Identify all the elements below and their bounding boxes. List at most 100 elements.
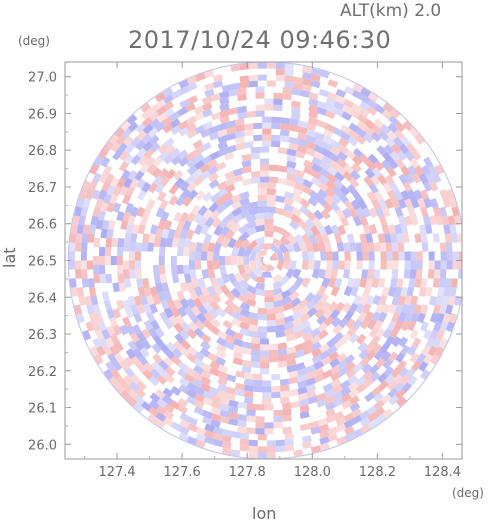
- field-cell: [277, 360, 288, 368]
- field-cell: [177, 149, 189, 160]
- field-cell: [221, 447, 232, 456]
- field-cell: [114, 127, 125, 138]
- field-cell: [316, 314, 327, 326]
- field-cell: [355, 134, 367, 145]
- field-cell: [192, 371, 204, 382]
- field-cell: [333, 107, 344, 117]
- field-cell: [404, 295, 413, 306]
- field-cell: [157, 367, 168, 378]
- field-cell: [284, 438, 294, 446]
- field-cell: [308, 91, 319, 101]
- field-cell: [91, 189, 101, 200]
- field-cell: [275, 62, 285, 70]
- field-cell: [411, 172, 422, 184]
- field-cell: [275, 439, 285, 447]
- field-cell: [344, 354, 356, 365]
- field-cell: [221, 84, 232, 93]
- field-cell: [221, 435, 232, 443]
- field-cell: [335, 88, 347, 98]
- field-cell: [319, 161, 331, 171]
- field-cell: [382, 328, 393, 340]
- field-cell: [272, 280, 284, 290]
- field-cell: [149, 303, 159, 314]
- field-cell: [193, 327, 205, 339]
- field-cell: [215, 343, 227, 354]
- field-cell: [224, 328, 236, 338]
- field-cell: [310, 341, 322, 352]
- field-cell: [202, 191, 213, 202]
- field-cell: [398, 173, 409, 185]
- field-cell: [340, 393, 352, 403]
- field-cell: [169, 399, 181, 410]
- field-cell: [277, 177, 288, 185]
- field-cell: [101, 291, 110, 302]
- field-cell: [210, 419, 221, 428]
- field-cell: [182, 220, 192, 231]
- field-cell: [268, 164, 279, 172]
- field-cell: [257, 188, 267, 196]
- field-cell: [225, 219, 236, 230]
- field-cell: [177, 120, 189, 130]
- field-cell: [280, 228, 292, 239]
- field-cell: [163, 356, 174, 368]
- field-cell: [106, 308, 115, 319]
- field-cell: [271, 134, 281, 142]
- field-cell: [217, 141, 228, 151]
- field-cell: [297, 138, 308, 147]
- field-cell: [301, 277, 311, 288]
- field-cell: [210, 406, 222, 416]
- field-cell: [183, 273, 192, 284]
- field-cell: [303, 166, 314, 176]
- field-cell: [363, 377, 374, 388]
- field-cell: [219, 397, 230, 406]
- field-cell: [224, 334, 236, 344]
- field-cell: [285, 333, 297, 342]
- field-cell: [285, 242, 296, 253]
- field-cell: [359, 94, 371, 104]
- field-cell: [164, 373, 175, 384]
- field-cell: [120, 169, 131, 181]
- field-cell: [320, 251, 327, 261]
- field-cell: [226, 144, 237, 154]
- field-cell: [222, 319, 234, 330]
- field-cell: [163, 219, 173, 231]
- y-tick-label: 26.4: [28, 291, 57, 306]
- field-cell: [231, 280, 242, 291]
- field-cell: [136, 178, 147, 190]
- field-cell: [105, 237, 113, 248]
- field-cell: [253, 373, 263, 381]
- field-cell: [432, 233, 440, 243]
- field-cell: [130, 304, 139, 315]
- field-cell: [225, 120, 236, 129]
- field-cell: [217, 383, 228, 393]
- field-cell: [395, 352, 406, 363]
- field-cell: [189, 241, 197, 252]
- field-cell: [239, 203, 251, 213]
- field-cell: [177, 237, 186, 248]
- field-cell: [284, 327, 295, 337]
- field-cell: [72, 215, 80, 226]
- field-cell: [252, 243, 263, 254]
- field-cell: [128, 260, 135, 270]
- field-cell: [135, 269, 142, 279]
- field-cell: [365, 295, 375, 306]
- field-cell: [86, 304, 95, 315]
- field-cell: [152, 156, 163, 168]
- field-cell: [134, 339, 145, 351]
- field-cell: [136, 206, 146, 218]
- field-cell: [243, 255, 250, 266]
- field-cell: [364, 311, 375, 322]
- field-cell: [148, 111, 160, 122]
- field-cell: [258, 264, 267, 273]
- field-cell: [335, 95, 346, 105]
- field-cell: [303, 159, 314, 169]
- field-cell: [322, 128, 334, 139]
- field-cell: [447, 295, 456, 306]
- field-cell: [169, 118, 181, 129]
- field-cell: [255, 428, 265, 435]
- field-cell: [243, 390, 254, 398]
- field-cell: [80, 206, 89, 217]
- field-cell: [264, 218, 274, 225]
- field-cell: [246, 427, 256, 435]
- field-cell: [89, 346, 99, 357]
